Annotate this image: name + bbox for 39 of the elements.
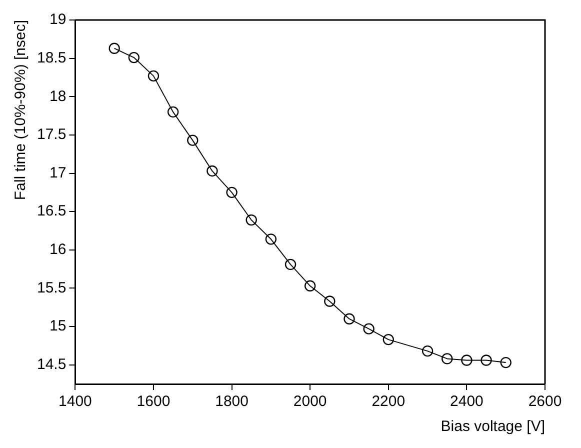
point — [128, 52, 140, 64]
point — [324, 296, 336, 307]
y-tick-label: 17 — [50, 164, 66, 182]
point — [167, 106, 179, 118]
y-tick-label: 14.5 — [36, 356, 66, 373]
point — [422, 345, 434, 357]
x-tick-label: 2000 — [293, 393, 327, 410]
point — [500, 356, 512, 368]
y-tick-label: 15 — [50, 318, 66, 335]
point — [284, 258, 296, 270]
y-axis-title: Fall time (10%-90%) [nsec] — [12, 20, 30, 200]
point — [461, 354, 472, 366]
x-axis-title: Bias voltage [V] — [440, 418, 545, 436]
point — [226, 186, 238, 198]
y-tick-label: 18.5 — [36, 49, 66, 66]
x-tick-label: 2600 — [528, 393, 562, 410]
y-tick-label: 17.5 — [36, 126, 66, 144]
y-tick-label: 16.5 — [36, 202, 66, 220]
x-tick-label: 2400 — [450, 393, 484, 410]
y-tick-label: 18 — [50, 88, 66, 105]
x-tick-label: 1600 — [136, 393, 170, 410]
point — [148, 70, 160, 82]
y-tick-label: 15.5 — [36, 279, 66, 296]
point — [265, 234, 277, 245]
x-tick-label: 1800 — [215, 393, 248, 410]
point — [442, 353, 453, 364]
point — [187, 134, 198, 146]
y-tick-label: 16 — [50, 241, 66, 258]
point — [304, 280, 316, 292]
point — [382, 334, 394, 346]
point — [246, 214, 257, 226]
point — [363, 323, 374, 334]
point — [108, 42, 120, 54]
point — [344, 313, 355, 324]
y-tick-label: 19 — [50, 11, 66, 28]
x-tick-label: 2200 — [372, 393, 406, 410]
point — [206, 165, 218, 177]
x-tick-label: 1400 — [58, 393, 92, 410]
point — [480, 354, 492, 366]
